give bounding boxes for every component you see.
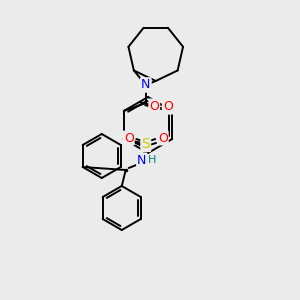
Text: O: O: [158, 131, 168, 145]
Text: H: H: [148, 155, 156, 165]
Text: N: N: [141, 79, 150, 92]
Text: N: N: [137, 154, 146, 166]
Text: O: O: [163, 100, 173, 113]
Text: O: O: [149, 100, 159, 112]
Text: O: O: [124, 131, 134, 145]
Text: N: N: [141, 79, 150, 92]
Text: S: S: [141, 137, 150, 151]
